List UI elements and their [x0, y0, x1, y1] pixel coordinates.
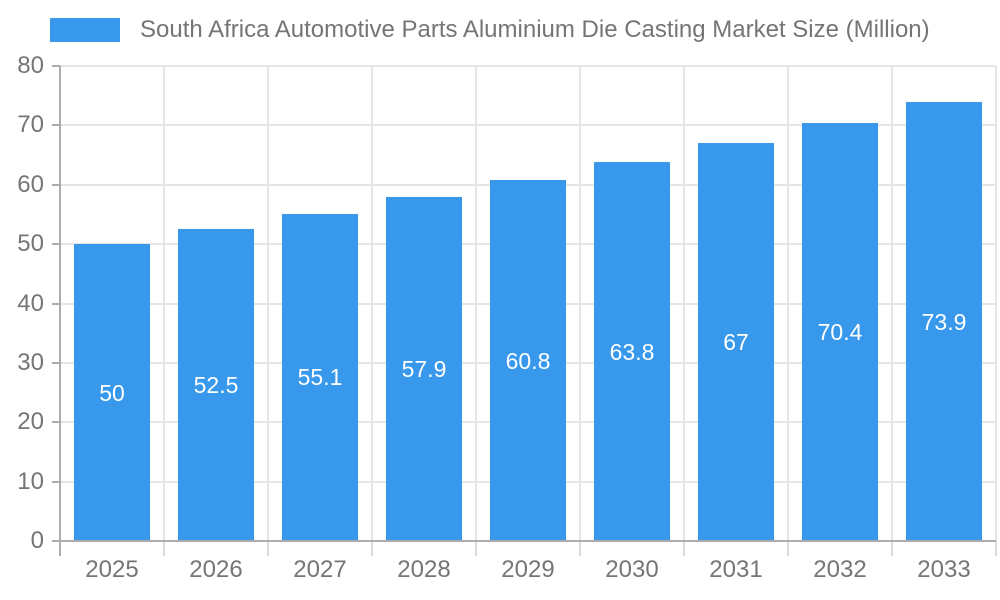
x-gridline [475, 66, 477, 541]
x-axis-tick [371, 541, 373, 556]
y-axis-tick-label: 20 [17, 408, 44, 436]
bar-value-label: 60.8 [505, 347, 551, 374]
y-axis-tick [52, 421, 60, 424]
x-axis-tick [267, 541, 269, 556]
y-axis-tick [52, 183, 60, 186]
bar-value-label: 50 [99, 379, 125, 406]
x-axis-tick-label: 2027 [293, 556, 347, 583]
bar-2025[interactable] [74, 244, 150, 541]
x-axis-tick-label: 2033 [917, 556, 971, 583]
x-axis-tick [995, 541, 997, 556]
bar-value-label: 70.4 [817, 319, 863, 345]
y-gridline [60, 124, 996, 127]
x-axis-tick [579, 541, 581, 556]
bar-2031[interactable] [698, 143, 774, 541]
legend-label: South Africa Automotive Parts Aluminium … [140, 16, 930, 43]
x-axis-tick-label: 2028 [397, 556, 451, 583]
x-axis-tick-label: 2031 [709, 556, 763, 583]
x-gridline [787, 66, 789, 541]
bar-2032[interactable] [802, 123, 878, 541]
bar-2029[interactable] [490, 180, 566, 541]
x-gridline [371, 66, 373, 541]
y-axis-line [59, 66, 61, 556]
x-axis-tick [475, 541, 477, 556]
y-axis-tick-label: 70 [17, 111, 44, 139]
bar-value-label: 57.9 [401, 356, 447, 383]
x-axis-line [60, 540, 996, 542]
y-axis-tick-label: 60 [17, 170, 44, 198]
y-axis-tick-label: 80 [17, 52, 44, 79]
x-axis-tick [891, 541, 893, 556]
x-axis-tick-label: 2029 [501, 556, 555, 583]
x-axis-tick-label: 2026 [189, 556, 243, 583]
x-axis-tick-label: 2025 [85, 556, 139, 583]
y-axis-tick [52, 243, 60, 246]
bar-value-label: 63.8 [609, 338, 655, 365]
x-gridline [163, 66, 165, 541]
y-axis-tick [52, 361, 60, 364]
y-axis-tick [52, 65, 60, 67]
y-axis-tick [52, 124, 60, 127]
x-axis-tick [683, 541, 685, 556]
y-axis-tick [52, 540, 60, 542]
bar-value-label: 52.5 [193, 372, 239, 399]
bar-2030[interactable] [594, 162, 670, 541]
x-axis-tick [787, 541, 789, 556]
bar-2033[interactable] [906, 102, 982, 541]
bar-value-label: 55.1 [297, 364, 343, 391]
bar-value-label: 73.9 [921, 308, 967, 335]
bar-2028[interactable] [386, 197, 462, 541]
y-axis-tick-label: 40 [17, 289, 44, 317]
x-gridline [995, 66, 997, 541]
y-axis-tick [52, 480, 60, 483]
legend[interactable]: South Africa Automotive Parts Aluminium … [50, 16, 930, 44]
y-gridline [60, 65, 996, 67]
x-axis-tick-label: 2030 [605, 556, 659, 583]
bar-2026[interactable] [178, 229, 254, 541]
legend-swatch-icon [50, 18, 120, 42]
x-gridline [579, 66, 581, 541]
y-axis-tick-label: 10 [17, 467, 44, 495]
y-axis-tick-label: 50 [17, 230, 44, 258]
x-gridline [267, 66, 269, 541]
bar-2027[interactable] [282, 213, 358, 541]
x-gridline [891, 66, 893, 541]
x-axis-tick-label: 2032 [813, 556, 867, 583]
x-gridline [683, 66, 685, 541]
y-axis-tick-label: 30 [17, 348, 44, 376]
y-axis-tick-label: 0 [30, 527, 44, 554]
y-axis-tick [52, 302, 60, 305]
x-axis-tick [163, 541, 165, 556]
bar-value-label: 67 [723, 329, 749, 356]
